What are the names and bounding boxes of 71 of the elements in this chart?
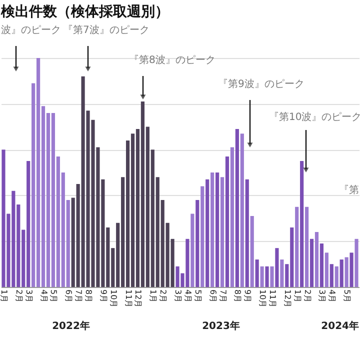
text: 2022年 bbox=[52, 320, 90, 332]
bar bbox=[200, 186, 204, 287]
bar bbox=[215, 172, 220, 287]
bar bbox=[210, 172, 214, 287]
x-tick-label: 5月 bbox=[342, 290, 352, 303]
bar bbox=[275, 248, 279, 287]
bar bbox=[344, 257, 348, 287]
bar bbox=[354, 238, 358, 287]
x-tick-label: 2月 bbox=[14, 290, 24, 303]
bar bbox=[295, 206, 299, 287]
x-tick-label: 5月 bbox=[49, 290, 58, 303]
x-tick-label: 5月 bbox=[193, 290, 202, 303]
bar bbox=[350, 252, 354, 287]
bar bbox=[255, 260, 259, 287]
x-tick-label: 2月 bbox=[302, 290, 312, 303]
x-tick-label: 8月 bbox=[233, 290, 242, 303]
text: 『第7波』のピーク bbox=[63, 24, 150, 36]
annotation: 『第9波』のピーク bbox=[218, 78, 304, 90]
bar bbox=[230, 147, 234, 287]
x-tick-label: 4月 bbox=[328, 290, 337, 303]
x-tick-label: 1月 bbox=[292, 290, 302, 303]
bar bbox=[225, 156, 230, 287]
x-tick-label: 4月 bbox=[183, 290, 192, 303]
x-tick-label: 3月 bbox=[24, 290, 34, 303]
bar bbox=[240, 134, 244, 287]
bar bbox=[324, 252, 328, 287]
x-tick-label: 8月 bbox=[84, 290, 94, 303]
bar bbox=[250, 216, 254, 287]
text: 2023年 bbox=[202, 320, 240, 332]
x-tick-label: 3月 bbox=[318, 290, 327, 303]
x-tick-label: 1月 bbox=[148, 290, 158, 303]
x-tick-label: 10月 bbox=[108, 290, 118, 308]
text: 2024年 bbox=[321, 320, 359, 332]
x-tick-label: 12月 bbox=[282, 290, 292, 308]
bar bbox=[334, 266, 338, 287]
bar bbox=[196, 200, 200, 287]
bar bbox=[190, 214, 194, 287]
bar bbox=[330, 264, 334, 287]
bar bbox=[220, 177, 224, 287]
bar bbox=[265, 266, 269, 287]
x-tick-label: 7月 bbox=[74, 290, 84, 303]
bar bbox=[260, 266, 264, 287]
x-tick-label: 10月 bbox=[258, 290, 268, 308]
chart-title: 検出件数（検体採取週別） bbox=[0, 4, 169, 20]
x-tick-label: 9月 bbox=[243, 290, 252, 303]
bar bbox=[320, 243, 324, 287]
x-tick-label: 4月 bbox=[39, 290, 48, 303]
bar bbox=[300, 161, 304, 287]
bar bbox=[270, 266, 274, 287]
x-tick-label: 2月 bbox=[158, 290, 168, 303]
bar bbox=[304, 206, 309, 287]
x-tick-label: 3月 bbox=[174, 290, 183, 303]
bar bbox=[280, 260, 284, 287]
text: 波』のピーク bbox=[1, 24, 61, 36]
annotation: 『第10波』のピーク bbox=[269, 111, 360, 123]
x-tick-label: 6月 bbox=[64, 290, 74, 303]
bar bbox=[235, 128, 239, 287]
x-tick-label: 12月 bbox=[134, 290, 143, 308]
annotation: 『第 bbox=[339, 184, 359, 196]
bar bbox=[314, 232, 319, 287]
bar bbox=[245, 179, 249, 287]
bar bbox=[310, 238, 314, 287]
annotation: 『第8波』のピーク bbox=[129, 54, 216, 66]
x-tick-label: 7月 bbox=[218, 290, 228, 303]
x-tick-label: 1月 bbox=[0, 290, 8, 303]
bar bbox=[340, 260, 344, 287]
x-tick-label: 11月 bbox=[268, 290, 277, 308]
bar bbox=[206, 179, 210, 287]
x-tick-label: 11月 bbox=[124, 290, 133, 308]
x-tick-label: 9月 bbox=[98, 290, 108, 303]
x-tick-label: 6月 bbox=[208, 290, 218, 303]
